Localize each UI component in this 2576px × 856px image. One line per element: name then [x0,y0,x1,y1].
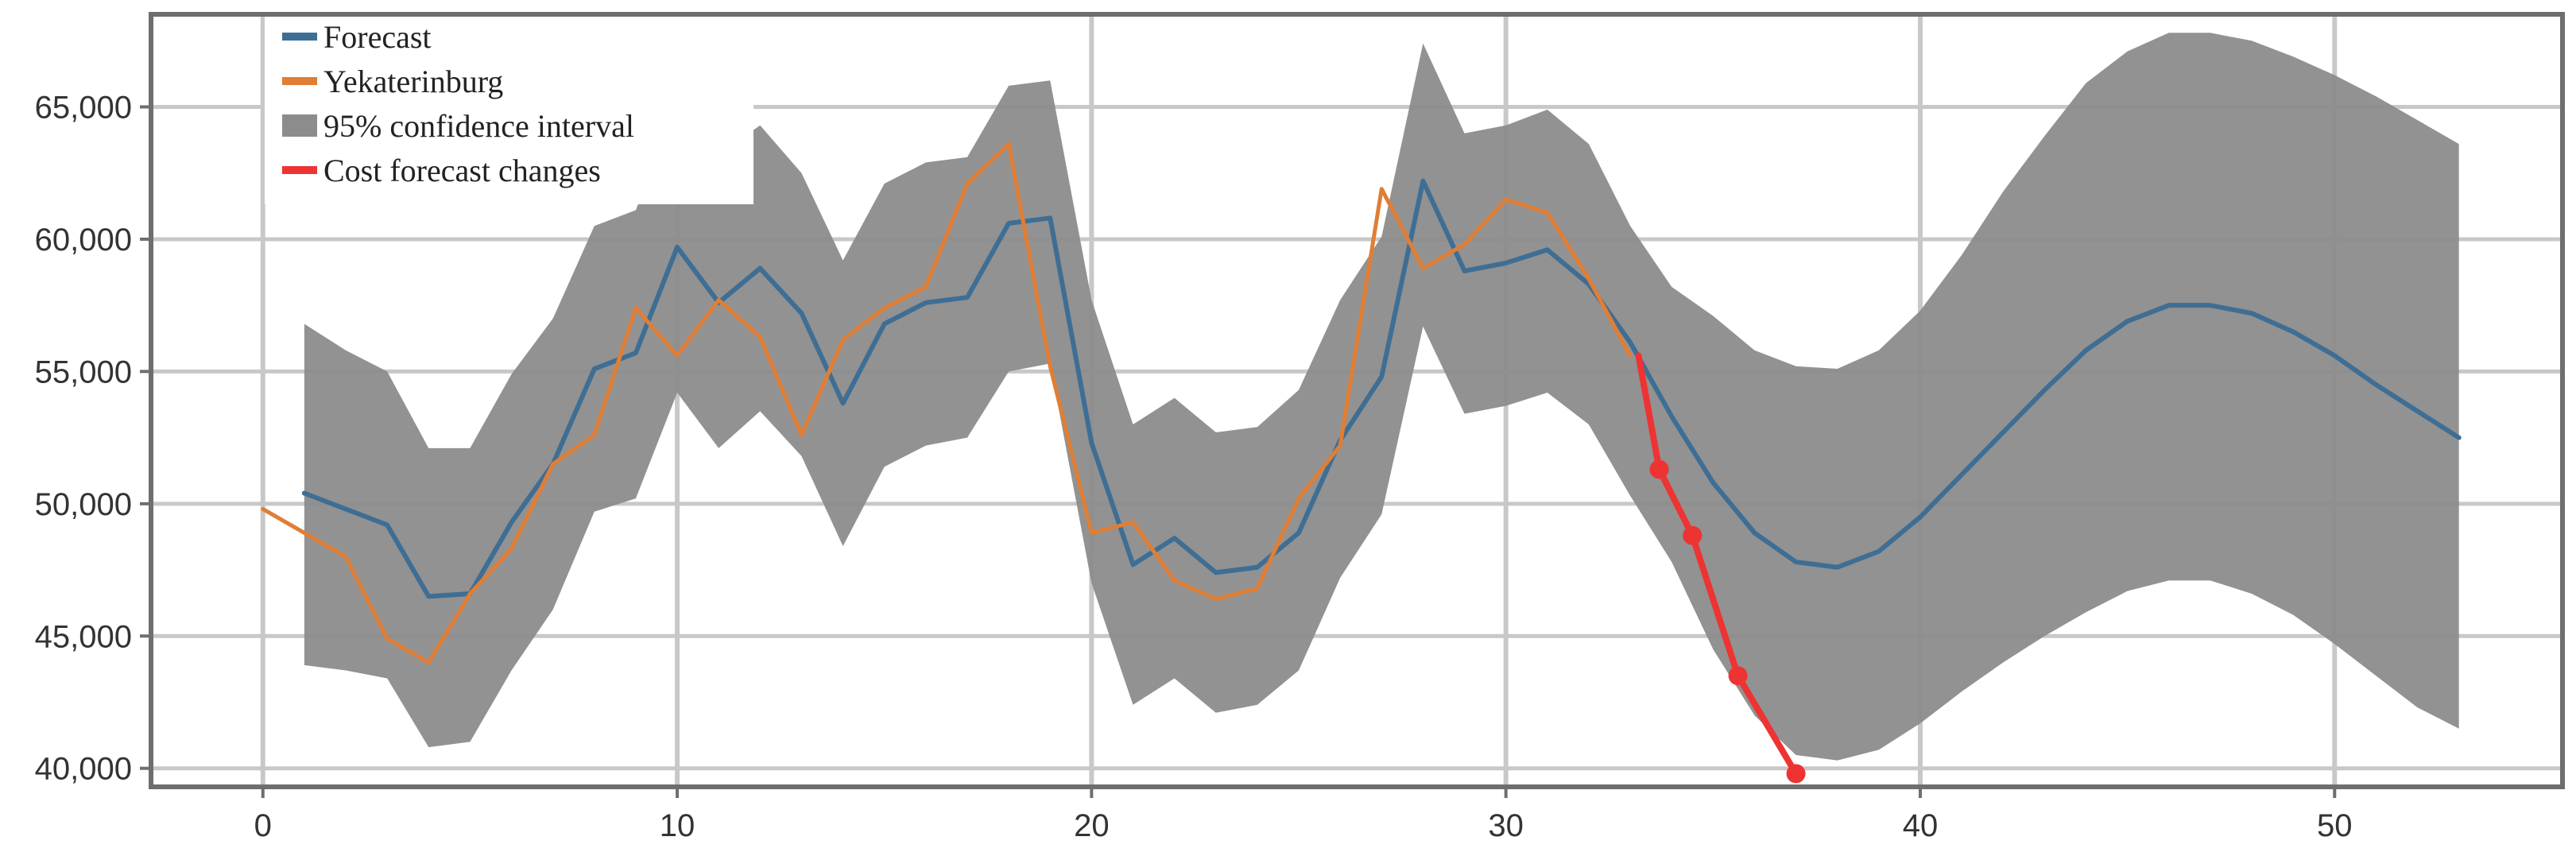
legend-swatch-0 [282,33,317,41]
y-tick-label-4: 60,000 [35,223,132,258]
legend-label-1: Yekaterinburg [323,64,503,99]
y-tick-label-5: 65,000 [35,91,132,126]
series-line-1 [261,141,1633,665]
legend-label-2: 95% confidence interval [323,108,634,144]
cost-change-point-3 [1786,764,1806,784]
legend-box [265,17,753,204]
series-line-0 [301,178,2462,599]
legend-label-3: Cost forecast changes [323,153,601,188]
cost-change-point-1 [1683,525,1702,545]
y-tick-label-1: 45,000 [35,619,132,654]
confidence-interval-band [304,33,2459,761]
legend-swatch-2 [282,114,317,137]
x-tick-label-3: 30 [1488,808,1524,843]
x-tick-label-2: 20 [1074,808,1110,843]
plot-frame [149,12,2565,789]
y-tick-label-0: 40,000 [35,752,132,787]
y-tick-label-2: 50,000 [35,487,132,522]
x-tick-label-0: 0 [254,808,272,843]
cost-change-point-2 [1728,666,1748,686]
legend-swatch-1 [282,77,317,85]
x-tick-label-1: 10 [660,808,695,843]
x-tick-label-4: 40 [1903,808,1939,843]
legend-label-0: Forecast [323,19,432,55]
cost-change-point-0 [1649,459,1669,479]
x-tick-label-5: 50 [2317,808,2353,843]
y-tick-label-3: 55,000 [35,354,132,389]
legend-swatch-3 [282,166,317,174]
